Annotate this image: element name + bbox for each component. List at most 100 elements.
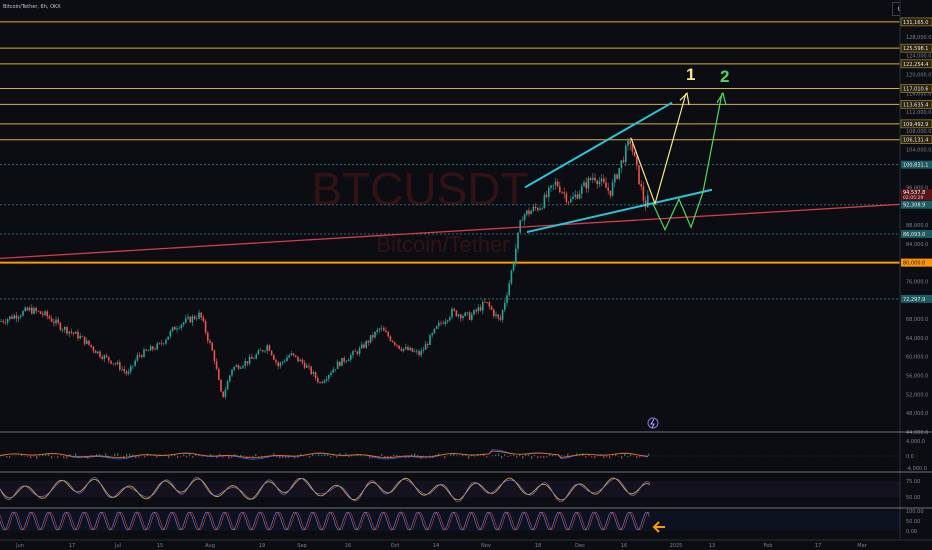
- candle-body: [81, 335, 84, 337]
- candle-body: [633, 151, 636, 157]
- candle-body: [180, 324, 183, 329]
- candle-body: [26, 307, 29, 311]
- macd-histogram-bar: [453, 453, 455, 456]
- candle-body: [631, 144, 634, 152]
- candle-body: [55, 319, 57, 324]
- candle-body: [209, 340, 211, 343]
- candle-body: [433, 328, 436, 334]
- channel-upper-line[interactable]: [524, 101, 673, 189]
- candle-body: [405, 346, 407, 349]
- price-level-label: 72,297.9: [903, 297, 925, 303]
- macd-histogram-bar: [282, 456, 284, 459]
- price-level-label: 125,598.1: [903, 46, 928, 52]
- y-tick-label: 96,000.0: [906, 185, 928, 191]
- candle-body: [301, 359, 304, 363]
- y-tick-label: 64,000.0: [906, 336, 928, 342]
- candle-body: [570, 198, 572, 203]
- candle-body: [255, 354, 257, 359]
- candle-body: [4, 322, 7, 323]
- candle-body: [367, 340, 370, 343]
- macd-histogram-bar: [132, 454, 134, 456]
- candle-body: [589, 178, 592, 180]
- x-tick-label: 13: [709, 543, 715, 549]
- candle-body: [37, 311, 40, 312]
- candle-body: [229, 375, 231, 382]
- macd-histogram-bar: [288, 456, 290, 458]
- stoch-k-line: [0, 511, 650, 531]
- candle-body: [330, 372, 332, 376]
- candle-body: [79, 335, 81, 339]
- macd-histogram-bar: [231, 456, 233, 458]
- macd-histogram-bar: [384, 456, 386, 459]
- macd-histogram-bar: [144, 456, 146, 458]
- candle-body: [444, 321, 447, 324]
- rsi-line: [0, 477, 651, 501]
- macd-histogram-bar: [258, 456, 260, 458]
- macd-histogram-bar: [411, 454, 413, 456]
- candle-body: [200, 312, 202, 318]
- price-level-tag: [900, 100, 932, 109]
- macd-histogram-bar: [345, 453, 347, 456]
- candle-body: [141, 355, 143, 357]
- macd-histogram-bar: [273, 453, 275, 456]
- macd-histogram-bar: [504, 454, 506, 456]
- candle-body: [11, 316, 13, 319]
- projection-path-2[interactable]: [652, 93, 723, 232]
- candle-body: [462, 316, 464, 319]
- macd-histogram-bar: [189, 453, 191, 456]
- watermark-ticker: BTCUSDT: [311, 163, 528, 215]
- macd-histogram-bar: [537, 456, 539, 459]
- current-price-tag: [901, 189, 932, 201]
- macd-histogram-bar: [66, 456, 68, 459]
- candle-body: [68, 331, 70, 334]
- candle-body: [475, 309, 477, 312]
- candle-body: [376, 329, 378, 332]
- candle-body: [446, 320, 449, 322]
- macd-histogram-bar: [627, 456, 629, 458]
- candle-body: [105, 355, 108, 357]
- macd-histogram-bar: [525, 454, 527, 456]
- macd-histogram-bar: [234, 454, 236, 456]
- candle-body: [193, 316, 196, 319]
- macd-histogram-bar: [372, 456, 374, 459]
- candle-body: [246, 361, 249, 364]
- candle-body: [92, 346, 95, 351]
- macd-histogram-bar: [156, 456, 158, 458]
- macd-histogram-bar: [198, 454, 200, 456]
- candle-body: [303, 362, 306, 368]
- macd-histogram-bar: [294, 456, 296, 459]
- candle-body: [204, 321, 207, 333]
- candle-body: [638, 165, 640, 185]
- candle-body: [325, 378, 328, 381]
- price-level-label: 117,010.6: [903, 87, 928, 93]
- price-level-label: 122,254.4: [903, 62, 928, 68]
- candle-body: [592, 177, 594, 180]
- candle-body: [57, 319, 59, 323]
- left-arrow-icon[interactable]: [652, 521, 665, 533]
- candle-body: [42, 313, 44, 315]
- candle-body: [17, 317, 20, 319]
- candle-body: [277, 362, 279, 367]
- x-tick-label: Aug: [205, 543, 215, 549]
- symbol-header[interactable]: Bitcoin/Tether, 6h, OKX: [3, 4, 61, 10]
- candle-body: [642, 186, 645, 201]
- candle-body: [97, 351, 99, 354]
- red-trendline[interactable]: [0, 201, 932, 260]
- indicator-tick-label: 75.00: [906, 479, 920, 485]
- candle-body: [640, 184, 642, 187]
- lightning-icon[interactable]: [647, 417, 659, 429]
- candle-body: [39, 311, 42, 314]
- candle-body: [530, 210, 532, 215]
- macd-histogram-bar: [324, 454, 326, 456]
- channel-lower-line[interactable]: [526, 188, 713, 234]
- candle-body: [268, 345, 271, 351]
- macd-histogram-bar: [279, 456, 281, 459]
- candle-body: [464, 312, 466, 317]
- candle-body: [383, 328, 385, 331]
- macd-histogram-bar: [48, 454, 50, 456]
- candle-body: [435, 326, 438, 329]
- projection-path-1[interactable]: [630, 93, 687, 206]
- candle-body: [178, 328, 180, 329]
- candle-body: [6, 319, 9, 323]
